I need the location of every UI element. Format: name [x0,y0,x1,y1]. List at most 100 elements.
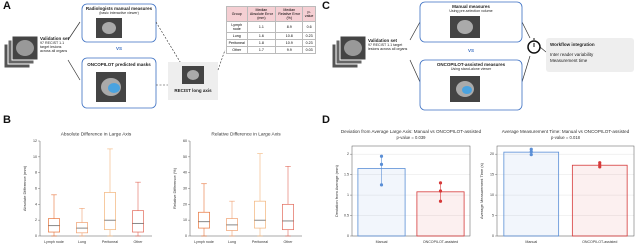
y-axis-label: Average Measurement Time (s) [479,162,484,219]
y-tick-label: 0 [185,234,187,238]
table-cell: 1.6 [246,32,277,40]
table-cell: 8.9 [275,21,304,33]
x-tick-label: Lung [228,240,236,244]
box [76,222,88,234]
table-cell: 10.8 [275,32,304,40]
ct-stack [331,35,367,69]
y-tick-label: 0 [35,234,37,238]
x-tick-label: Peritoneal [252,240,268,244]
chart-subtitle: p-value = 0.039 [397,135,427,140]
panel-label: A [3,0,11,12]
table-cell: Lymph node [226,21,248,33]
table-cell: 1.1 [246,21,277,33]
text: Radiologists manual measures [85,6,153,11]
y-tick-label: 0 [347,234,349,238]
plot-frame [351,145,471,237]
arrow [67,21,81,81]
y-tick-label: 30 [183,186,187,190]
table-cell: 9.9 [275,46,304,54]
text: 97 RECIST 1.1 target lesions across all … [368,43,408,51]
bar [571,164,628,237]
box [132,210,144,233]
y-tick-label: 2 [347,152,349,156]
text: Measurement time [550,58,588,63]
box [254,200,266,229]
results-table: Group Median Absolute Error (mm) Median Re… [226,6,316,54]
bar [503,151,560,237]
y-tick-label: 6 [35,186,37,190]
table-cell: 10.9 [275,39,304,47]
x-tick-label: Other [284,240,294,244]
panel-label: C [322,0,330,12]
y-tick-label: 5 [492,213,494,217]
box [282,203,294,231]
panel-label: D [322,114,330,126]
y-tick-label: 1 [347,193,349,197]
box [198,211,210,229]
header-cell: p-value [302,6,316,22]
table-cell: 0.23 [302,39,316,47]
arrow [409,21,547,83]
y-tick-label: 12 [33,139,37,143]
plot-frame [496,145,635,237]
x-tick-label: Peritoneal [102,240,118,244]
y-tick-label: 8 [35,171,37,175]
y-tick-label: 15 [490,173,494,177]
y-axis-label: Absolute Difference (mm) [22,165,27,211]
y-tick-label: 50 [183,155,187,159]
y-tick-label: 4 [35,202,37,206]
x-tick-label: Lymph node [44,240,64,244]
x-tick-label: Manual [525,240,537,244]
table-cell: Peritoneal [226,39,248,47]
box [48,218,60,233]
y-tick-label: 60 [183,139,187,143]
data-point [529,147,533,151]
x-tick-label: Lymph node [194,240,214,244]
table-cell: Other [226,46,248,54]
y-tick-label: 0 [492,234,494,238]
table-header: Group Median Absolute Error (mm) Median Re… [226,6,316,22]
header-cell: Median Absolute Error (mm) [246,6,277,22]
y-axis-label: Relative Difference (%) [172,167,177,209]
table-row: Lung 1.6 10.8 0.23 [226,32,316,40]
text: VS [115,46,122,51]
x-tick-label: Other [134,240,144,244]
table-cell: 0.6 [302,21,316,33]
y-tick-label: 10 [33,155,37,159]
chart-title: Absolute Difference in Large Axis [61,131,132,137]
panel-label: B [3,114,11,126]
text: Using stand-alone viewer [450,67,492,71]
table-cell: 1.7 [246,46,277,54]
y-tick-label: 40 [183,171,187,175]
text: Using pre-selection volume [449,9,493,13]
ct-stack [3,35,39,69]
data-point [379,154,384,158]
x-tick-label: ONCOPILOT-assisted [582,240,617,244]
chart-title: Average Measurement Time: Manual vs ONCO… [502,129,630,134]
chart-subtitle: p-value = 0.018 [551,135,581,140]
text: Inter reader variability [550,52,594,57]
y-tick-label: 10 [183,218,187,222]
text: Validation set [368,38,398,43]
table-row: Lymph node 1.1 8.9 0.6 [226,21,316,33]
box [226,218,238,231]
header-cell: Group [226,6,248,22]
table-body: Lymph node 1.1 8.9 0.6 Lung 1.6 10.8 0.23 Perito… [226,21,316,54]
y-tick-label: 0.5 [344,213,349,217]
table-cell: 0.23 [302,32,316,40]
box [104,192,116,231]
table-cell: Lung [226,32,248,40]
header-cell: Median Relative Error (%) [275,6,304,22]
table-cell: 1.8 [246,39,277,47]
text: VS [467,48,474,53]
chart-title: Deviation from Average Large Axis: Manua… [341,129,482,134]
text: Validation set [40,36,70,41]
x-tick-label: Manual [376,240,388,244]
x-tick-label: ONCOPILOT-assisted [423,240,458,244]
x-tick-label: Lung [78,240,86,244]
y-tick-label: 20 [490,152,494,156]
y-tick-label: 2 [35,218,37,222]
y-tick-label: 20 [183,202,187,206]
